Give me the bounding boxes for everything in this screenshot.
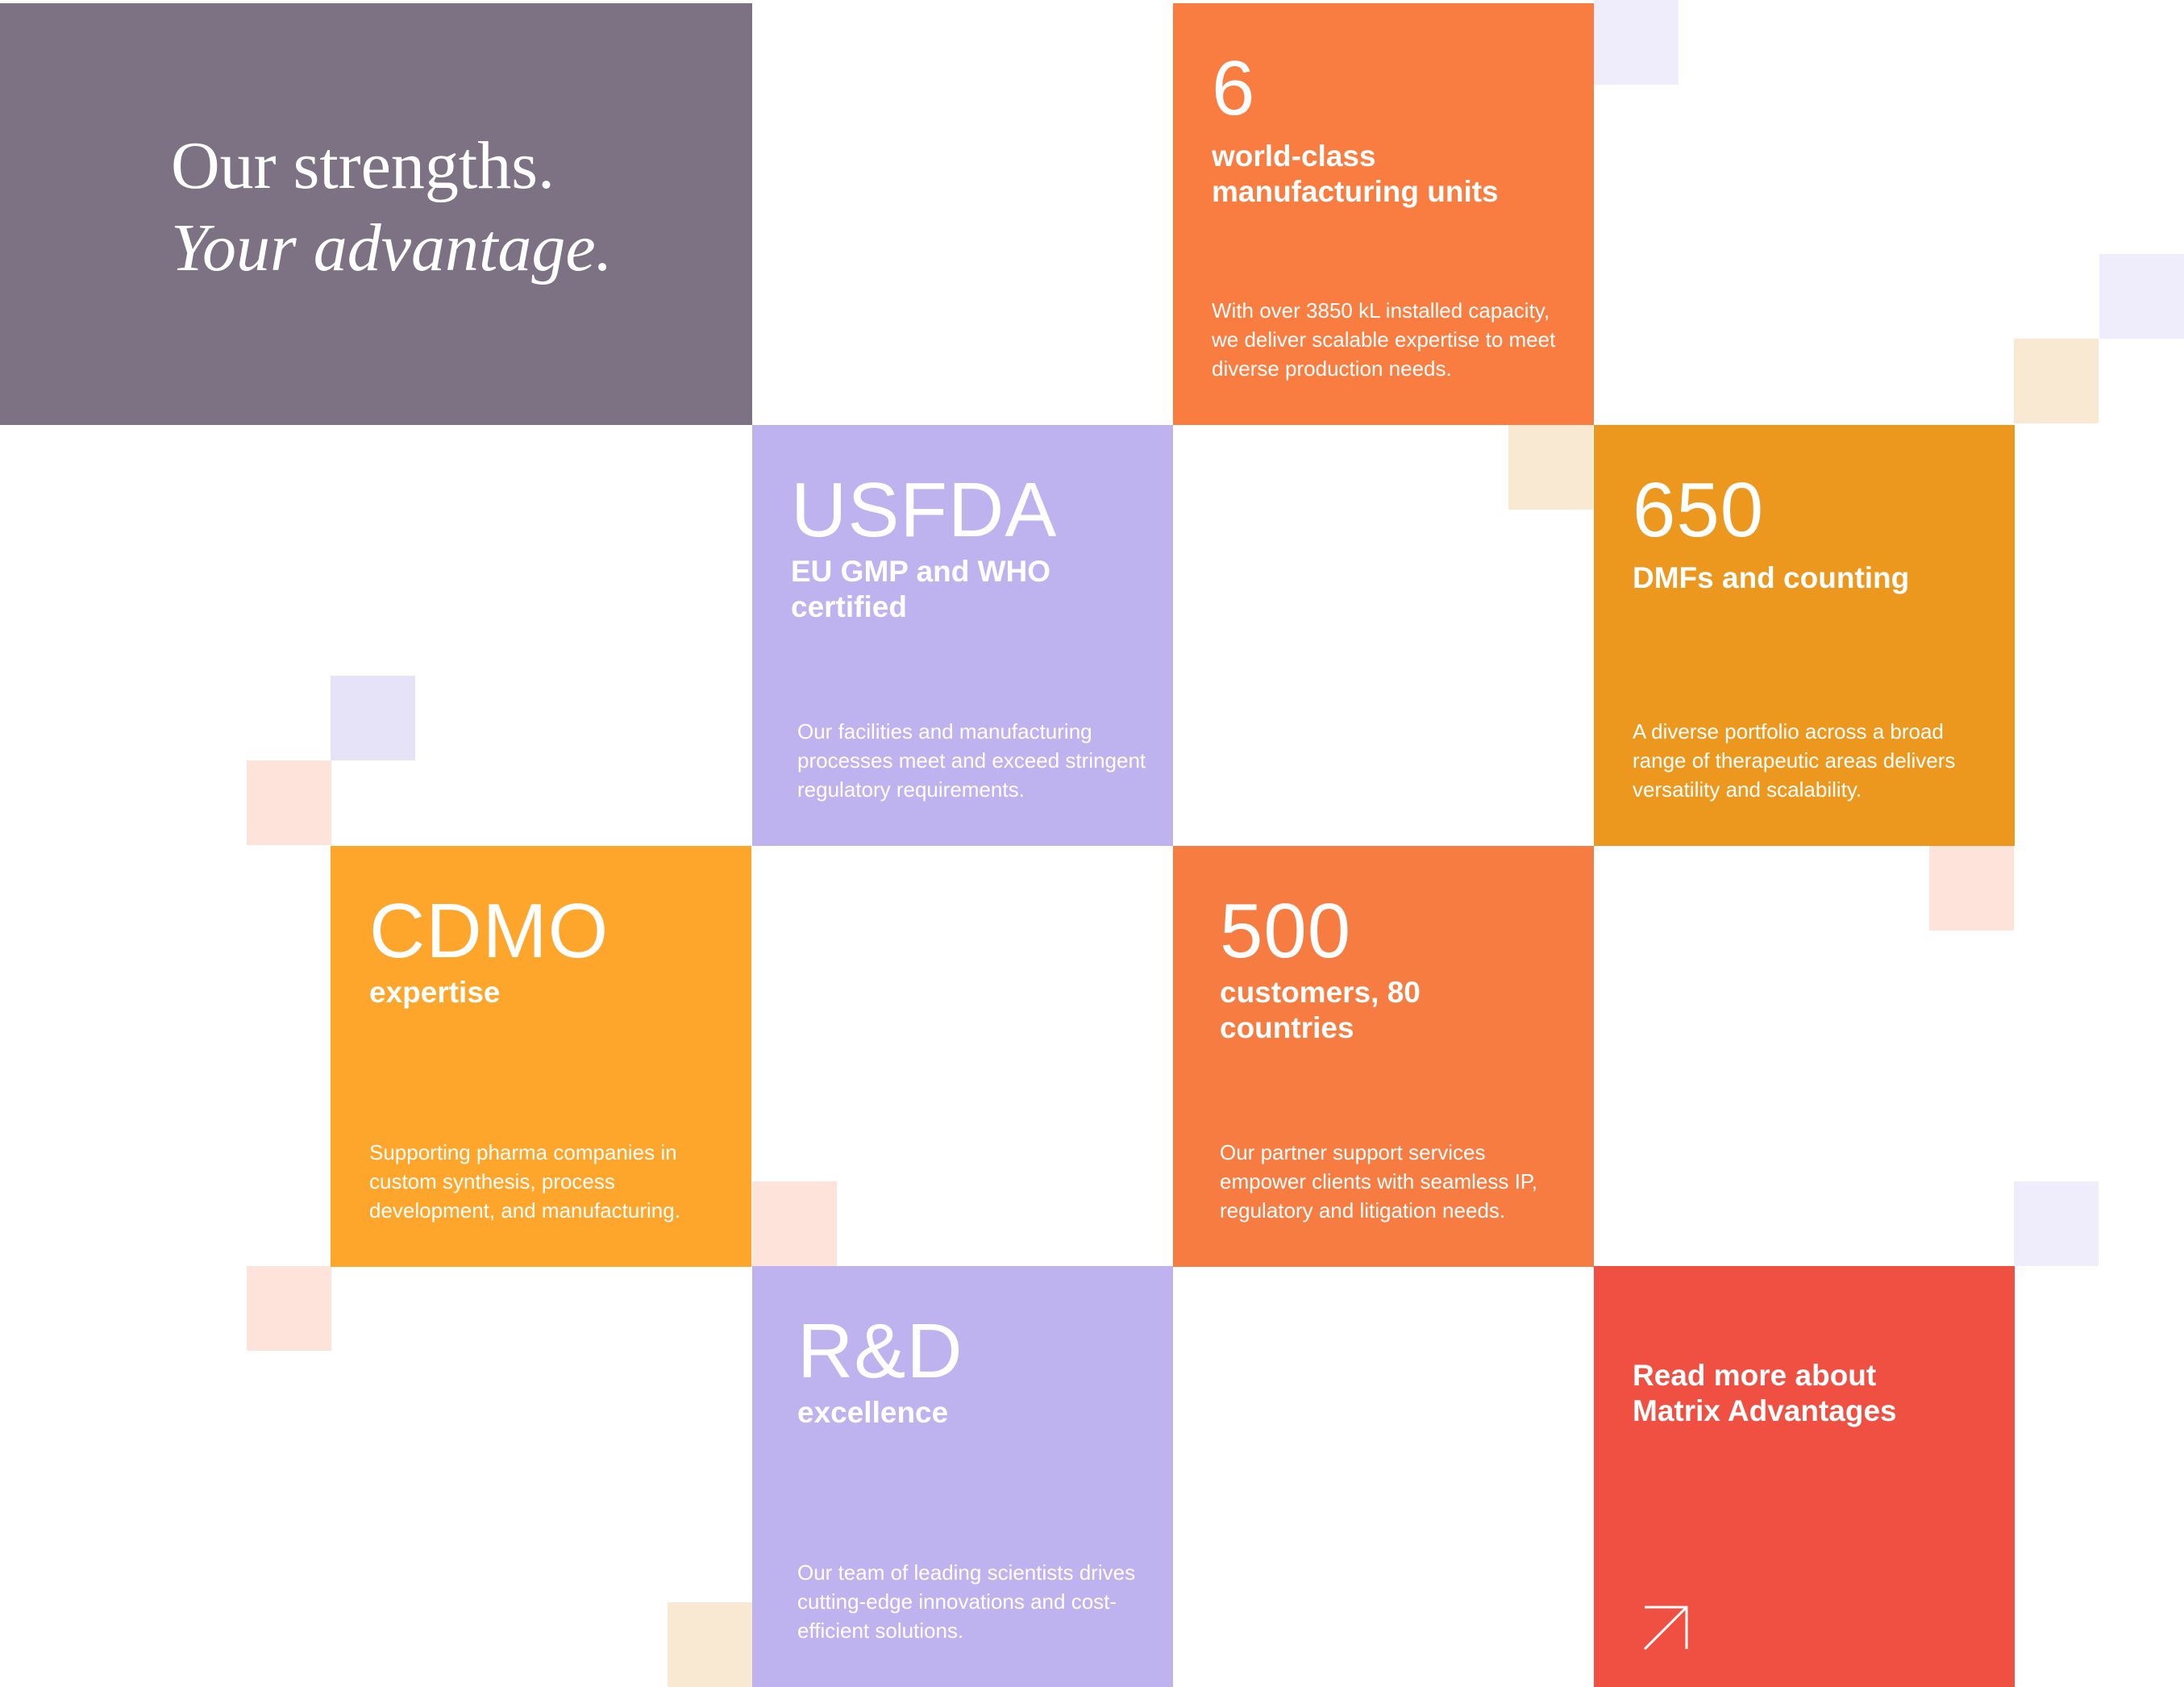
arrow-up-right-icon bbox=[1643, 1606, 1688, 1651]
card-customers: 500 customers, 80 countries Our partner … bbox=[1173, 846, 1594, 1267]
read-more-link[interactable]: Read more about Matrix Advantages bbox=[1594, 1266, 2015, 1687]
read-more-label: Read more about Matrix Advantages bbox=[1633, 1359, 1897, 1427]
decor-square bbox=[2099, 254, 2184, 339]
decor-square bbox=[1929, 846, 2014, 931]
card-cdmo: CDMO expertise Supporting pharma compani… bbox=[331, 846, 751, 1267]
card-body: Our facilities and manufacturing process… bbox=[797, 719, 1146, 802]
heading-block: Our strengths. Your advantage. bbox=[0, 3, 752, 425]
heading-line-2: Your advantage. bbox=[171, 210, 613, 285]
card-body: Our partner support services empower cli… bbox=[1220, 1140, 1538, 1223]
card-subtitle: expertise bbox=[369, 976, 501, 1009]
card-subtitle: customers, 80 countries bbox=[1220, 976, 1421, 1044]
card-body: With over 3850 kL installed capacity, we… bbox=[1212, 298, 1556, 381]
decor-square bbox=[1594, 0, 1679, 85]
decor-square bbox=[1508, 425, 1593, 510]
decor-square bbox=[247, 760, 331, 845]
card-body: Our team of leading scientists drives cu… bbox=[797, 1560, 1136, 1643]
card-subtitle: DMFs and counting bbox=[1633, 561, 1910, 594]
heading-line-1: Our strengths. bbox=[171, 128, 555, 203]
card-body: A diverse portfolio across a broad range… bbox=[1633, 719, 1956, 802]
card-number: R&D bbox=[797, 1308, 963, 1394]
card-subtitle: EU GMP and WHO certified bbox=[791, 555, 1051, 623]
card-number: 6 bbox=[1212, 45, 1256, 131]
card-subtitle: excellence bbox=[797, 1396, 949, 1429]
decor-square bbox=[2014, 339, 2099, 423]
card-dmfs: 650 DMFs and counting A diverse portfoli… bbox=[1594, 425, 2015, 846]
card-number: USFDA bbox=[791, 467, 1058, 553]
decor-square bbox=[247, 1266, 331, 1351]
card-manufacturing-units: 6 world-class manufacturing units With o… bbox=[1173, 3, 1594, 425]
decor-square bbox=[331, 676, 415, 760]
card-number: 650 bbox=[1633, 467, 1765, 553]
card-certification: USFDA EU GMP and WHO certified Our facil… bbox=[752, 425, 1173, 846]
card-number: 500 bbox=[1220, 888, 1352, 974]
card-body: Supporting pharma companies in custom sy… bbox=[369, 1140, 680, 1223]
decor-square bbox=[2014, 1181, 2099, 1266]
decor-square bbox=[752, 1181, 837, 1266]
card-subtitle: world-class manufacturing units bbox=[1212, 140, 1499, 208]
card-rnd: R&D excellence Our team of leading scien… bbox=[752, 1266, 1173, 1687]
card-number: CDMO bbox=[369, 888, 609, 974]
decor-square bbox=[668, 1602, 752, 1687]
